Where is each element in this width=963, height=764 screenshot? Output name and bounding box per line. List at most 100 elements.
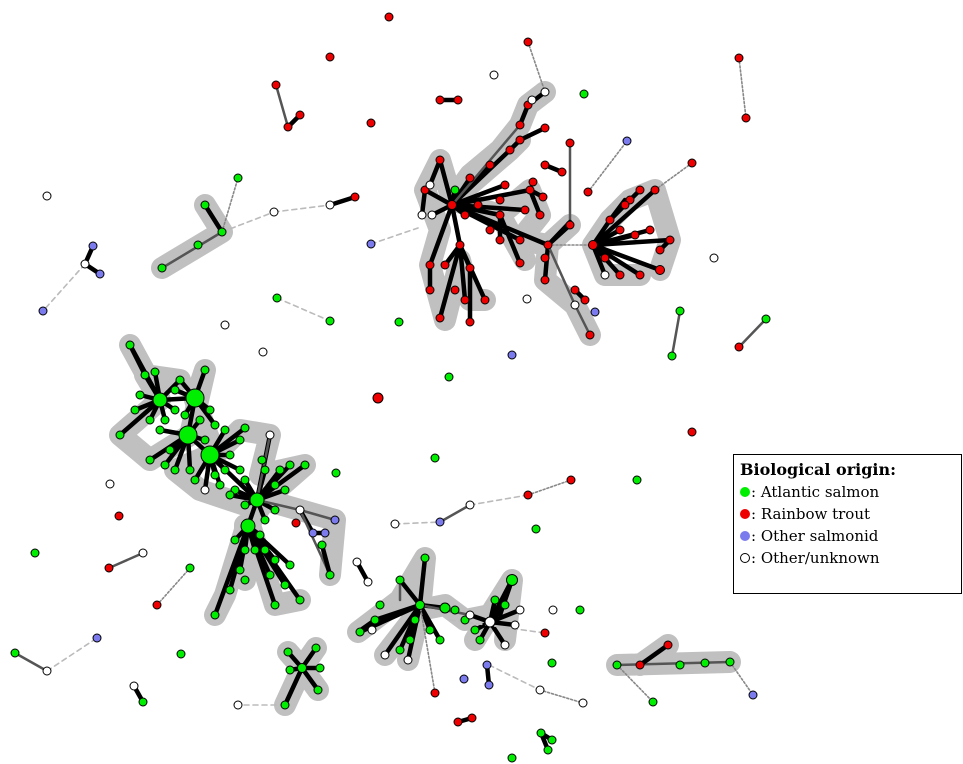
network-edge [245,523,278,608]
network-node [220,465,230,475]
network-node [566,475,576,485]
network-node [325,200,335,210]
network-node [165,445,175,455]
network-node [450,605,460,615]
network-node [630,230,640,240]
network-node [176,649,186,659]
network-node [235,435,245,445]
network-node [687,427,697,437]
network-node [210,610,220,620]
network-node [235,565,245,575]
network-node [200,435,210,445]
network-node [30,548,40,558]
network-node [500,180,510,190]
network-node [152,392,168,408]
rainbow-trout-dot-icon [740,509,750,519]
network-edge [417,555,428,608]
network-node [280,700,290,710]
network-edge [276,297,331,322]
network-node [482,660,492,670]
network-node [200,365,210,375]
network-node [105,479,115,489]
network-node [258,347,268,357]
network-node [547,658,557,668]
network-node [741,113,751,123]
network-node [632,475,642,485]
network-edge [417,602,443,643]
network-node [140,370,150,380]
network-edge [573,303,592,337]
network-node [543,240,553,250]
legend: Biological origin: : Atlantic salmon : R… [733,454,962,594]
network-node [510,620,520,630]
network-node [453,717,463,727]
network-node [390,519,400,529]
network-node [88,241,98,251]
network-node [575,605,585,615]
network-node [435,517,445,527]
network-node [104,563,114,573]
network-node [240,545,250,555]
network-node [507,350,517,360]
network-node [485,160,495,170]
network-node [635,270,645,280]
network-node [330,515,340,525]
network-node [375,600,385,610]
network-node [570,300,580,310]
network-node [185,465,195,475]
network-edge [394,521,441,525]
network-node [535,210,545,220]
network-node [178,425,198,445]
network-edge [527,479,572,496]
network-node [635,660,645,670]
network-node [200,200,210,210]
network-node [170,385,180,395]
network-node [249,492,265,508]
network-node [450,185,460,195]
network-node [465,173,475,183]
network-node [283,122,293,132]
network-node [185,563,195,573]
network-node [215,480,225,490]
network-node [420,553,430,563]
network-node [485,225,495,235]
network-node [557,167,567,177]
network-node [505,145,515,155]
network-edge [13,651,49,673]
network-node [308,528,318,538]
network-node [459,674,469,684]
network-node [205,405,215,415]
network-edge [590,242,643,278]
network-node [600,253,610,263]
network-edge [46,637,98,672]
network-node [475,635,485,645]
network-node [235,465,245,475]
network-node [271,80,281,90]
network-edge [370,227,419,245]
network-edge [517,125,548,143]
network-node [430,453,440,463]
network-edge [156,567,191,606]
network-node [225,585,235,595]
network-node [92,633,102,643]
network-node [270,480,280,490]
network-edge [542,242,551,283]
network-edge [449,619,546,634]
network-node [540,160,550,170]
network-node [435,95,445,105]
network-node [220,320,230,330]
network-node [315,663,325,673]
network-node [280,485,290,495]
network-edge [282,665,305,708]
network-node [138,548,148,558]
network-node [648,697,658,707]
network-node [370,615,380,625]
network-node [233,173,243,183]
network-node [80,259,90,269]
network-node [667,351,677,361]
network-node [300,460,310,470]
network-edge [590,242,663,273]
network-node [725,657,735,667]
network-node [540,123,550,133]
atlantic-salmon-dot-icon [740,487,750,497]
